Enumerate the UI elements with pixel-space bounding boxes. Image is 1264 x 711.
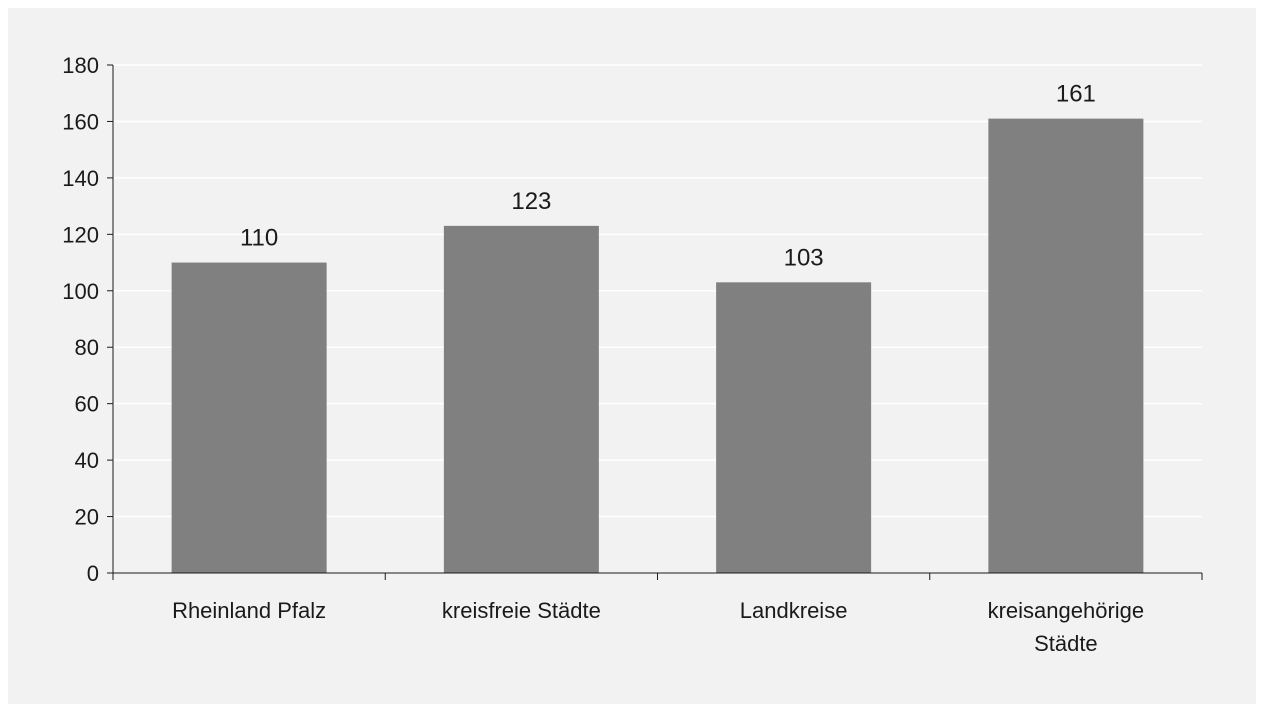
x-tick-label: Landkreise — [740, 598, 848, 623]
data-label: 103 — [784, 244, 824, 271]
axes — [107, 64, 1203, 580]
y-tick-label: 100 — [62, 279, 99, 304]
x-tick-label: Rheinland Pfalz — [172, 598, 326, 623]
y-tick-label: 0 — [87, 561, 99, 586]
data-label: 161 — [1056, 81, 1096, 108]
y-tick-labels: 0 20 40 60 80 100 120 140 160 180 — [62, 53, 99, 586]
x-tick-labels: Rheinland Pfalz kreisfreie Städte Landkrei… — [172, 598, 1144, 656]
x-tick-label: kreisangehörige Städte — [988, 598, 1145, 656]
bar-2 — [443, 225, 599, 573]
bar-1 — [171, 262, 327, 573]
data-label: 110 — [240, 225, 278, 252]
bar-4 — [988, 118, 1144, 573]
y-tick-label: 160 — [62, 109, 99, 134]
data-labels: 110 123 103 161 — [240, 81, 1096, 272]
y-tick-label: 60 — [75, 392, 99, 417]
y-tick-label: 40 — [75, 448, 99, 473]
x-tick-label: kreisfreie Städte — [442, 598, 601, 623]
bar-3 — [716, 282, 872, 573]
y-tick-label: 80 — [75, 335, 99, 360]
data-label: 123 — [511, 188, 551, 215]
bars — [171, 118, 1144, 573]
y-tick-label: 140 — [62, 166, 99, 191]
y-tick-label: 20 — [75, 505, 99, 530]
y-tick-label: 180 — [62, 53, 99, 78]
y-tick-label: 120 — [62, 222, 99, 247]
